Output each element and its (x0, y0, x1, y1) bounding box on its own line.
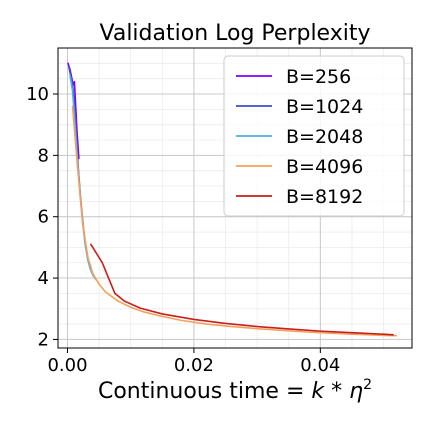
legend-label-5: B=8192 (286, 186, 363, 208)
legend-box (223, 55, 405, 217)
x-axis-label-k: k (311, 379, 325, 404)
y-tick-label: 2 (38, 329, 49, 350)
x-axis-label-eta: η (349, 379, 363, 404)
legend-label-1: B=256 (286, 66, 351, 88)
x-axis-label-star: * (324, 379, 349, 404)
series-layer (67, 62, 398, 337)
legend-label-3: B=2048 (286, 126, 363, 148)
series-line-4 (71, 105, 398, 337)
series-line-3 (69, 74, 97, 281)
x-tick-label: 0.00 (47, 355, 87, 376)
series-line-5 (90, 243, 394, 336)
legend-label-4: B=4096 (286, 156, 363, 178)
x-tick-label: 0.04 (300, 355, 340, 376)
legend: B=256 B=1024 B=2048 B=4096 B=8192 (223, 55, 405, 217)
x-axis-label: Continuous time = k * η2 (98, 377, 372, 404)
y-tick-label: 8 (38, 145, 49, 166)
chart-title: Validation Log Perplexity (100, 21, 371, 46)
y-tick-label: 10 (26, 84, 49, 105)
ticks: 0.00 0.02 0.04 2 4 6 8 10 (26, 84, 340, 376)
y-tick-label: 4 (38, 268, 49, 289)
x-axis-label-exponent: 2 (363, 377, 372, 393)
y-tick-label: 6 (38, 207, 49, 228)
plot-frame (57, 47, 413, 349)
legend-label-2: B=1024 (286, 96, 363, 118)
x-axis-label-eq: = (286, 379, 311, 404)
x-tick-label: 0.02 (174, 355, 214, 376)
x-axis-label-text: Continuous time (98, 379, 286, 404)
